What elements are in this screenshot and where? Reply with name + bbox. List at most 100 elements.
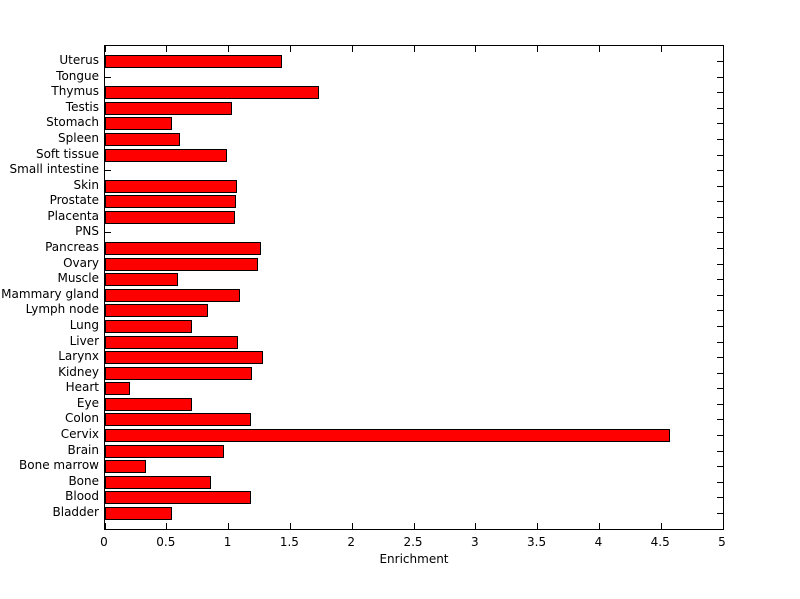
y-tick-right: [717, 263, 723, 265]
y-tick-right: [717, 325, 723, 327]
y-tick-right: [717, 372, 723, 374]
x-tick-label: 4: [594, 535, 603, 549]
y-tick-label: Bladder: [52, 504, 99, 519]
y-tick-label: Liver: [69, 333, 99, 348]
bar: [105, 210, 235, 224]
x-tick-label: 2.5: [403, 535, 423, 549]
bar: [105, 257, 259, 271]
y-tick-right: [717, 466, 723, 468]
x-tick-top: [166, 46, 168, 52]
y-tick-right: [717, 76, 723, 78]
bar: [105, 148, 228, 162]
bar: [105, 429, 670, 443]
bar: [105, 242, 261, 256]
y-tick-right: [717, 279, 723, 281]
x-tick-label: 1: [223, 535, 232, 549]
bar: [105, 195, 237, 209]
x-tick-bottom: [228, 523, 230, 529]
y-tick-label: Blood: [65, 489, 99, 504]
y-tick-right: [717, 201, 723, 203]
bar: [105, 117, 172, 131]
y-tick-label: Mammary gland: [1, 286, 99, 301]
y-tick-right: [717, 170, 723, 172]
y-tick-right: [717, 107, 723, 109]
x-tick-bottom: [166, 523, 168, 529]
y-tick-right: [717, 341, 723, 343]
bar: [105, 382, 130, 396]
x-tick-label: 3.5: [527, 535, 547, 549]
x-tick-top: [289, 46, 291, 52]
x-tick-bottom: [475, 523, 477, 529]
y-tick-right: [717, 403, 723, 405]
y-tick-right: [717, 92, 723, 94]
x-tick-bottom: [104, 523, 106, 529]
y-tick-right: [717, 388, 723, 390]
bar: [105, 475, 212, 489]
y-tick-label: Thymus: [51, 84, 99, 99]
y-tick-right: [717, 357, 723, 359]
y-tick-label: Muscle: [57, 271, 99, 286]
x-tick-top: [413, 46, 415, 52]
x-tick-label: 0: [100, 535, 108, 549]
y-tick-label: Pancreas: [45, 240, 99, 255]
bar: [105, 351, 264, 365]
y-tick-right: [717, 154, 723, 156]
y-tick-right: [717, 450, 723, 452]
plot-area: [104, 45, 724, 530]
y-tick-label: Cervix: [60, 427, 99, 442]
y-tick-label: Brain: [67, 442, 99, 457]
y-tick-label: Kidney: [58, 364, 99, 379]
y-tick-label: Bone: [68, 473, 99, 488]
y-tick-label: Skin: [73, 177, 99, 192]
y-tick-right: [717, 232, 723, 234]
y-tick-label: Ovary: [63, 255, 99, 270]
x-tick-label: 0.5: [156, 535, 176, 549]
y-tick-label: Larynx: [58, 349, 99, 364]
x-tick-top: [228, 46, 230, 52]
y-tick-label: Lung: [69, 317, 99, 332]
y-tick-right: [717, 512, 723, 514]
y-tick-right: [717, 123, 723, 125]
y-tick-label: Eye: [76, 395, 99, 410]
bar: [105, 506, 172, 520]
y-tick-left: [105, 76, 111, 78]
y-tick-label: Lymph node: [25, 302, 99, 317]
x-tick-bottom: [413, 523, 415, 529]
y-tick-label: Prostate: [49, 193, 99, 208]
bar: [105, 273, 178, 287]
y-tick-label: Placenta: [47, 208, 99, 223]
bar: [105, 491, 251, 505]
y-tick-right: [717, 481, 723, 483]
y-tick-label: PNS: [75, 224, 99, 239]
bar: [105, 366, 253, 380]
y-tick-left: [105, 170, 111, 172]
x-tick-bottom: [598, 523, 600, 529]
bar: [105, 132, 181, 146]
x-tick-bottom: [722, 523, 724, 529]
y-tick-right: [717, 248, 723, 250]
y-tick-label: Tongue: [56, 68, 99, 83]
y-tick-right: [717, 310, 723, 312]
bar: [105, 86, 319, 100]
y-tick-label: Bone marrow: [19, 458, 99, 473]
bar: [105, 397, 192, 411]
x-tick-top: [104, 46, 106, 52]
bar: [105, 444, 224, 458]
y-tick-label: Colon: [64, 411, 99, 426]
y-tick-right: [717, 138, 723, 140]
x-tick-top: [722, 46, 724, 52]
bar: [105, 55, 282, 69]
x-tick-bottom: [660, 523, 662, 529]
bar: [105, 413, 251, 427]
x-axis-label: Enrichment: [379, 552, 449, 566]
y-tick-label: Small intestine: [9, 162, 99, 177]
bar: [105, 101, 233, 115]
bar: [105, 319, 192, 333]
x-tick-bottom: [289, 523, 291, 529]
y-tick-right: [717, 419, 723, 421]
y-tick-label: Stomach: [46, 115, 99, 130]
x-tick-top: [351, 46, 353, 52]
x-tick-top: [660, 46, 662, 52]
y-tick-label: Uterus: [59, 53, 99, 68]
bar: [105, 179, 238, 193]
